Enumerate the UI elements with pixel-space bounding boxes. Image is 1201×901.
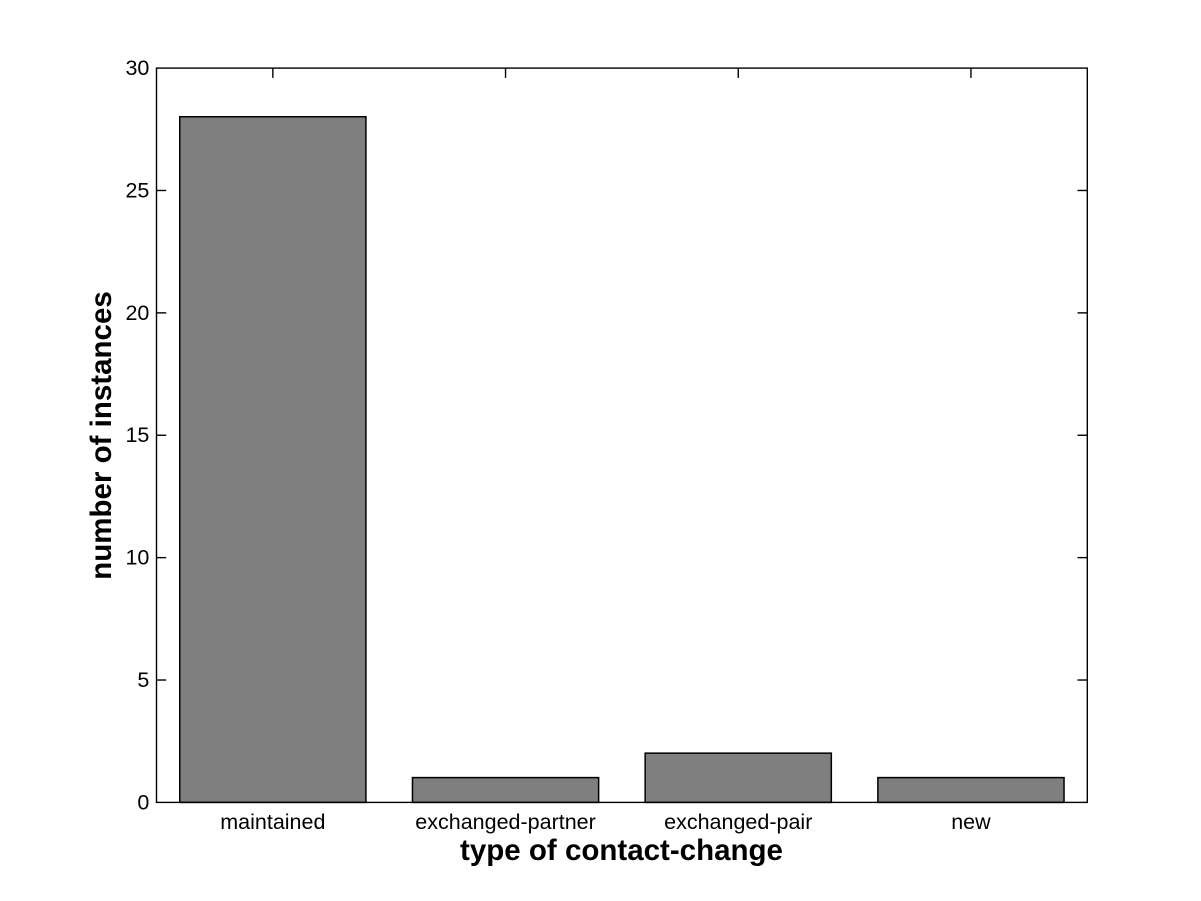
svg-text:0: 0 (137, 790, 149, 814)
svg-text:25: 25 (125, 178, 149, 202)
svg-text:15: 15 (125, 423, 149, 447)
svg-text:20: 20 (125, 301, 149, 325)
svg-text:exchanged-pair: exchanged-pair (664, 810, 812, 834)
svg-text:exchanged-partner: exchanged-partner (415, 810, 595, 834)
svg-text:5: 5 (137, 668, 149, 692)
svg-text:30: 30 (125, 56, 149, 80)
svg-text:number of instances: number of instances (85, 291, 118, 580)
svg-text:10: 10 (125, 546, 149, 570)
svg-text:type of contact-change: type of contact-change (460, 834, 783, 867)
svg-text:new: new (951, 810, 991, 834)
svg-text:maintained: maintained (220, 810, 325, 834)
